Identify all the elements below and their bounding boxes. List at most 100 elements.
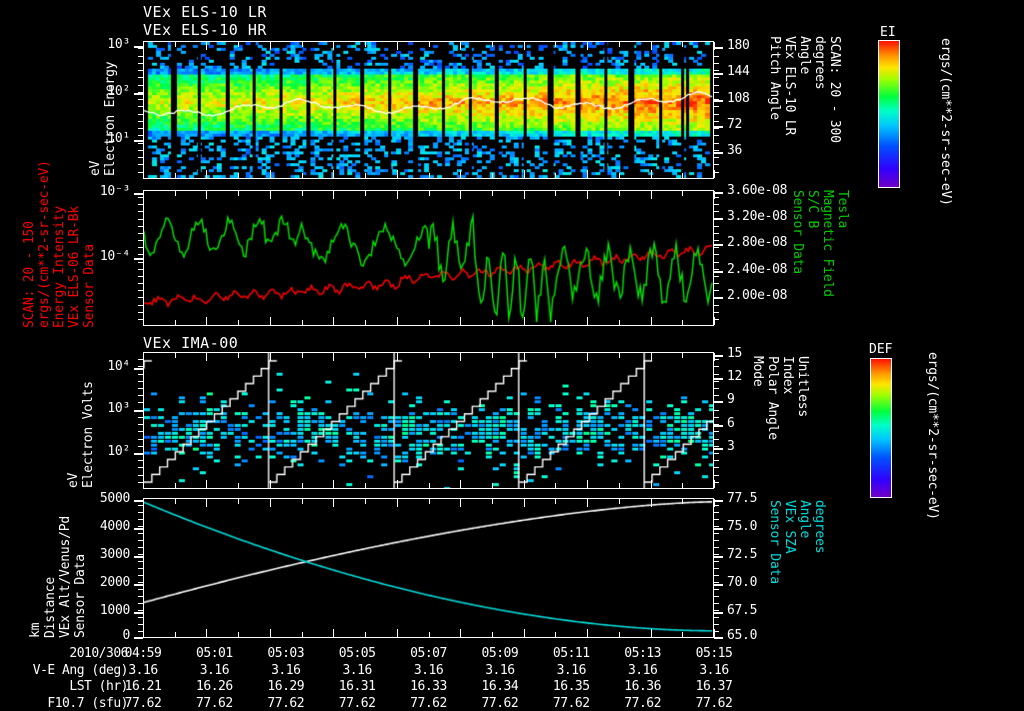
minor-tick-right [714, 603, 719, 604]
x-tick-top [460, 191, 461, 199]
footer-cell-time-row: 05:15 [695, 646, 733, 661]
minor-tick-right [714, 164, 719, 165]
x-tick-top [206, 499, 207, 507]
x-tick-bottom [651, 629, 652, 637]
footer-cell-time-row: 05:11 [552, 646, 590, 661]
footer-cell-time-row: 05:09 [481, 646, 519, 661]
y-tick-label: 2000 [99, 575, 130, 590]
minor-tick-left [138, 582, 143, 583]
x-tick-bottom [238, 632, 239, 637]
y2-tick-label: 12 [727, 369, 743, 384]
major-tick-right [714, 297, 723, 299]
panel-altitude-sza[interactable] [143, 498, 714, 638]
x-tick-top [143, 42, 144, 50]
x-tick-bottom [270, 480, 271, 488]
minor-tick-right [714, 512, 719, 513]
major-tick-right [714, 448, 723, 450]
x-tick-top [714, 499, 715, 507]
x-tick-top [555, 353, 556, 358]
x-tick-bottom [175, 632, 176, 637]
colorbar-def[interactable] [870, 358, 892, 498]
minor-tick-right [714, 269, 719, 270]
minor-tick-right [714, 172, 719, 173]
minor-tick-right [714, 233, 719, 234]
minor-tick-right [714, 631, 719, 632]
minor-tick-right [714, 381, 719, 382]
major-tick-right [714, 556, 723, 558]
panel-ima-spectrogram[interactable] [143, 352, 714, 489]
minor-tick-right [714, 106, 719, 107]
x-tick-bottom [143, 317, 144, 325]
minor-tick-left [138, 92, 143, 93]
panel-energy-intensity-magnetic-field[interactable] [143, 190, 714, 326]
footer-cell-f107-row: 77.62 [695, 696, 733, 711]
colorbar-def-label: DEF [869, 342, 893, 357]
minor-tick-left [138, 283, 143, 284]
x-tick-top [365, 191, 366, 196]
x-tick-top [492, 353, 493, 358]
panel1-title-hr: VEx ELS-10 HR [143, 21, 267, 39]
x-tick-bottom [143, 480, 144, 488]
minor-tick-left [138, 305, 143, 306]
x-tick-top [682, 42, 683, 47]
footer-cell-ve-ang-row: 3.16 [342, 663, 372, 678]
minor-tick-left [138, 482, 143, 483]
y-tick-label: 10⁻³ [99, 184, 130, 199]
minor-tick-left [138, 617, 143, 618]
minor-tick-left [138, 453, 143, 454]
minor-tick-left [138, 388, 143, 389]
y2-tick-label: 15 [727, 346, 743, 361]
minor-tick-left [138, 297, 143, 298]
minor-tick-left [138, 319, 143, 320]
major-tick-left [134, 637, 143, 639]
x-tick-bottom [429, 483, 430, 488]
x-tick-bottom [651, 480, 652, 488]
y-tick-label: 10² [107, 84, 130, 99]
y-tick-label: 10⁻⁴ [99, 249, 130, 264]
major-tick-left [134, 140, 143, 142]
major-tick-right [714, 425, 723, 427]
panel-electron-energy-spectrogram[interactable] [143, 41, 714, 179]
x-tick-top [333, 353, 334, 361]
colorbar-ei[interactable] [878, 40, 900, 188]
x-tick-bottom [333, 629, 334, 637]
x-tick-top [492, 499, 493, 504]
y-tick-label: 10⁴ [107, 359, 130, 374]
x-tick-top [651, 42, 652, 50]
major-tick-right [714, 378, 723, 380]
y-tick-label: 10¹ [107, 131, 130, 146]
minor-tick-left [138, 312, 143, 313]
minor-tick-left [138, 596, 143, 597]
panel3-plot-canvas [144, 353, 713, 488]
major-tick-right [714, 500, 723, 502]
panel2-plot-canvas [144, 191, 713, 325]
x-tick-top [587, 353, 588, 361]
minor-tick-left [138, 533, 143, 534]
minor-tick-right [714, 283, 719, 284]
x-tick-bottom [492, 320, 493, 325]
minor-tick-right [714, 63, 719, 64]
major-tick-right [714, 244, 723, 246]
x-tick-top [682, 191, 683, 196]
minor-tick-left [138, 554, 143, 555]
x-tick-top [714, 42, 715, 50]
minor-tick-left [138, 77, 143, 78]
footer-cell-ve-ang-row: 3.16 [699, 663, 729, 678]
x-tick-top [492, 191, 493, 196]
minor-tick-right [714, 150, 719, 151]
minor-tick-left [138, 48, 143, 49]
minor-tick-right [714, 204, 719, 205]
minor-tick-left [138, 164, 143, 165]
x-tick-top [651, 499, 652, 507]
footer-cell-ve-ang-row: 3.16 [556, 663, 587, 678]
major-tick-right [714, 100, 723, 102]
x-tick-top [524, 499, 525, 507]
y-tick-label: 10³ [107, 37, 130, 52]
minor-tick-right [714, 48, 719, 49]
panel3-y-axis-label: Electron Volts eV [66, 381, 96, 488]
y2-tick-label: 77.5 [727, 491, 758, 506]
x-tick-top [238, 191, 239, 196]
major-tick-left [134, 93, 143, 95]
minor-tick-left [138, 610, 143, 611]
x-tick-top [619, 353, 620, 358]
